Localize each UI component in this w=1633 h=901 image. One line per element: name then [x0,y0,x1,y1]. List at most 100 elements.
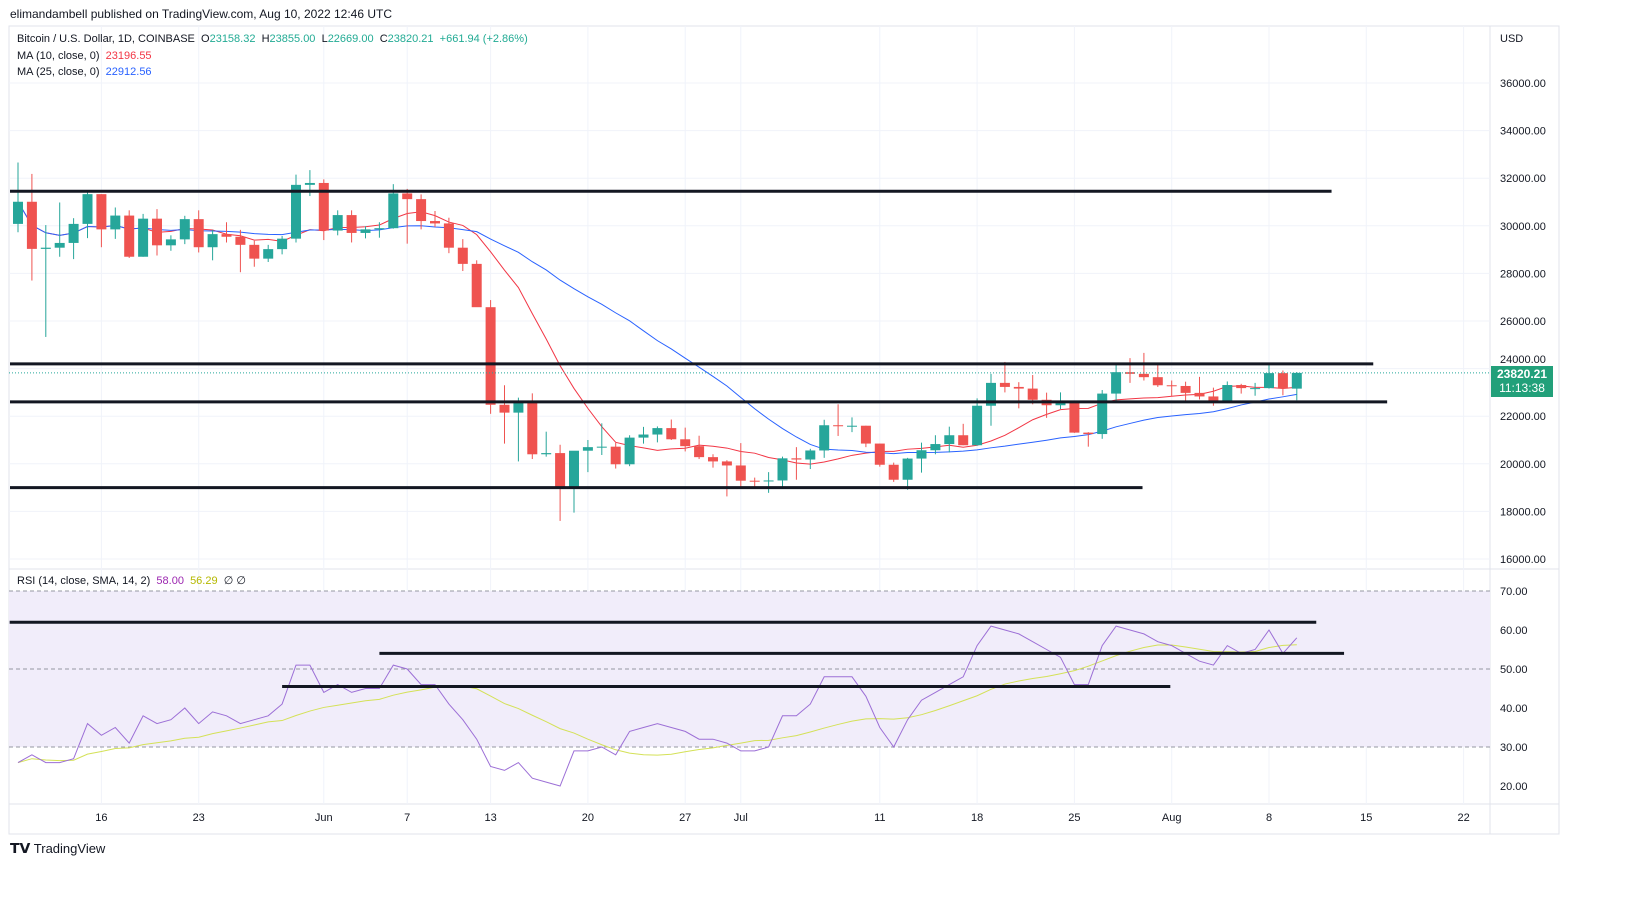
candle-down [346,215,357,233]
candle-up [374,228,385,230]
ma10-value: 23196.55 [105,50,152,62]
candle-up [68,223,79,243]
candle-down [555,453,566,488]
candle-up [902,458,913,480]
candle-up [638,434,649,438]
price-tick-label: 26000.00 [1500,316,1546,328]
ma10-label: MA (10, close, 0) [17,50,100,62]
candle-down [1166,385,1177,387]
candle-down [1069,402,1080,433]
candle-down [680,439,691,447]
candle-down [221,234,232,237]
close-label: C [379,33,388,45]
candle-down [443,223,454,248]
candle-up [82,194,93,224]
candle-up [763,480,774,482]
rsi-tick-label: 40.00 [1500,703,1528,715]
time-tick-label: 25 [1068,812,1080,824]
ma25-legend[interactable]: MA (25, close, 0) 22912.56 [17,66,152,78]
candle-down [1194,392,1205,397]
candle-down [249,244,260,259]
candle-up [1111,372,1122,394]
candle-down [791,458,802,460]
rsi-label: RSI (14, close, SMA, 14, 2) [17,575,151,587]
candle-up [165,239,176,246]
candle-down [874,443,885,465]
candle-up [819,425,830,451]
rsi-value: 58.00 [156,575,184,587]
candle-down [402,193,413,200]
time-tick-label: 20 [582,812,594,824]
candle-down [1013,386,1024,389]
currency-label: USD [1500,33,1524,45]
candle-down [96,194,107,230]
price-tick-label: 34000.00 [1500,126,1546,138]
logo-icon: 𝗧𝗩 [10,840,31,856]
candle-up [291,184,301,239]
candle-down [860,425,871,444]
candle-up [1264,373,1274,389]
ma25-value: 22912.56 [105,66,152,78]
symbol-name[interactable]: Bitcoin / U.S. Dollar, 1D, COINBASE [17,33,195,45]
candle-down [1208,396,1219,402]
candle-up [179,219,190,240]
candle-down [430,221,440,224]
candle-down [416,199,427,222]
candle-up [652,428,663,435]
price-tick-label: 28000.00 [1500,268,1546,280]
candle-down [1277,373,1288,389]
candle-up [805,450,816,460]
candle-down [610,446,621,465]
candle-up [1222,385,1233,402]
last-price-tag: 23820.21 11:13:38 [1491,366,1553,397]
rsi-legend[interactable]: RSI (14, close, SMA, 14, 2) 58.00 56.29 … [17,574,246,587]
chart-border [8,25,1560,835]
price-tick-label: 22000.00 [1500,411,1546,423]
open-label: O [201,33,210,45]
candle-up [847,425,857,427]
ma10-legend[interactable]: MA (10, close, 0) 23196.55 [17,50,152,62]
candle-up [596,446,607,448]
ma25-label: MA (25, close, 0) [17,66,100,78]
time-tick-label: 18 [971,812,983,824]
candle-down [485,307,496,405]
candle-down [152,218,162,246]
time-tick-label: 11 [874,812,885,824]
candle-down [735,465,746,481]
candle-up [624,437,635,465]
tradingview-logo[interactable]: 𝗧𝗩 TradingView [10,840,105,857]
candle-down [124,215,135,257]
price-tick-label: 20000.00 [1500,459,1546,471]
candle-up [916,450,927,459]
candle-up [207,234,218,248]
candle-up [1097,393,1108,435]
candle-down [666,428,677,440]
candle-down [833,425,844,427]
candle-down [193,219,204,248]
candle-up [388,193,399,229]
candle-down [708,457,718,462]
candle-up [1291,372,1302,389]
time-tick-label: 15 [1360,812,1372,824]
candle-up [304,182,315,185]
candle-down [457,247,468,264]
rsi-tick-label: 50.00 [1500,664,1528,676]
rsi-tick-label: 30.00 [1500,742,1528,754]
candle-up [541,453,552,455]
candle-down [1180,385,1191,393]
candle-up [944,435,955,445]
rsi-tick-label: 20.00 [1500,781,1528,793]
high-value: 23855.00 [269,33,316,45]
candle-down [721,461,732,466]
time-tick-label: Jul [734,812,748,824]
candle-up [582,447,593,451]
candle-up [110,215,121,230]
candle-up [54,242,65,248]
candle-down [888,464,899,480]
rsi-line [17,625,1298,787]
candle-up [138,218,149,257]
low-label: L [321,33,328,45]
time-tick-label: 27 [679,812,691,824]
candle-down [318,182,329,231]
